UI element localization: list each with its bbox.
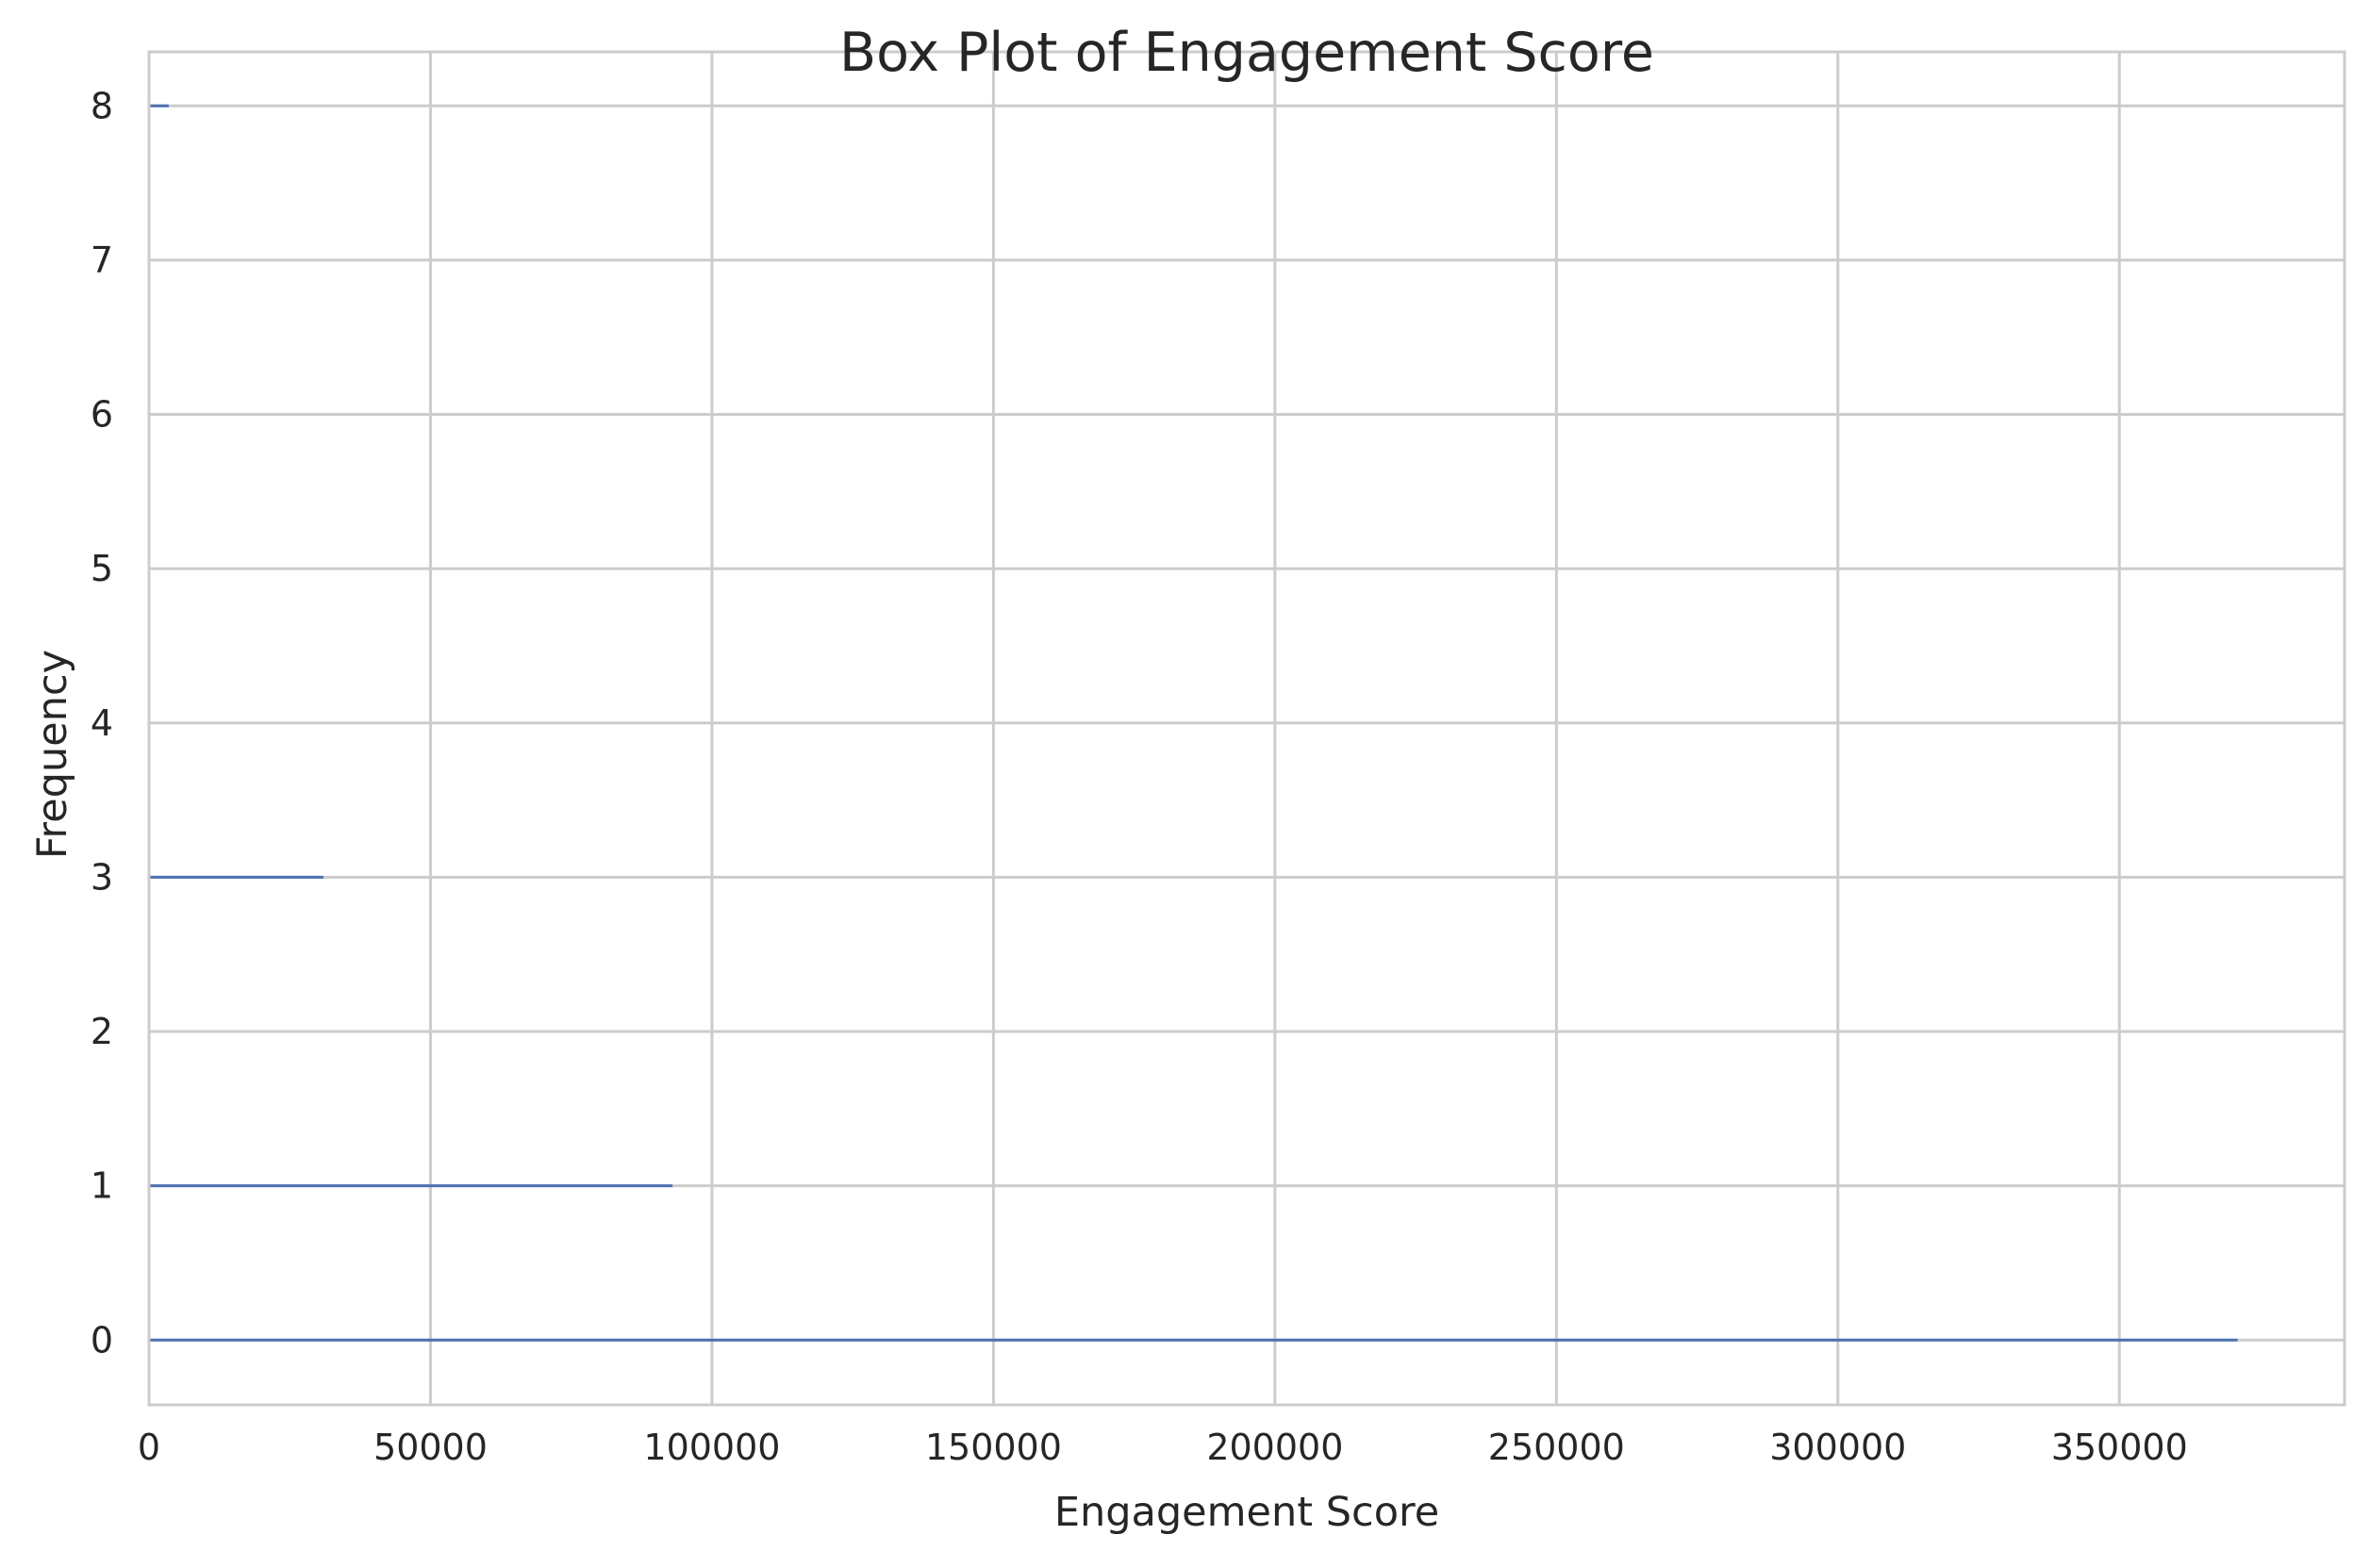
y-tick-label: 7 [91,239,113,281]
tick-labels: 0 50000 100000 150000 200000 250000 300000 3500… [91,85,2188,1468]
x-tick-label: 0 [138,1427,160,1468]
bars [150,104,2238,1342]
spines [147,50,2346,1407]
y-tick-label: 6 [91,394,113,436]
x-tick-label: 150000 [925,1427,1062,1468]
y-tick-label: 1 [91,1165,113,1207]
y-tick-label: 0 [91,1319,113,1361]
x-tick-label: 100000 [643,1427,780,1468]
x-tick-label: 250000 [1488,1427,1625,1468]
chart-title: Box Plot of Engagement Score [839,22,1654,84]
y-tick-label: 3 [91,856,113,898]
x-tick-label: 50000 [373,1427,488,1468]
plot-frame [147,50,2346,1407]
x-tick-label: 350000 [2051,1427,2188,1468]
y-tick-label: 8 [91,85,113,126]
x-axis-title: Engagement Score [1054,1489,1439,1536]
grid [147,52,2345,1405]
y-axis-title: Frequency [29,650,76,859]
x-tick-label: 300000 [1769,1427,1906,1468]
y-tick-label: 2 [91,1011,113,1052]
y-tick-label: 4 [91,702,113,744]
x-tick-label: 200000 [1206,1427,1343,1468]
y-tick-label: 5 [91,548,113,589]
